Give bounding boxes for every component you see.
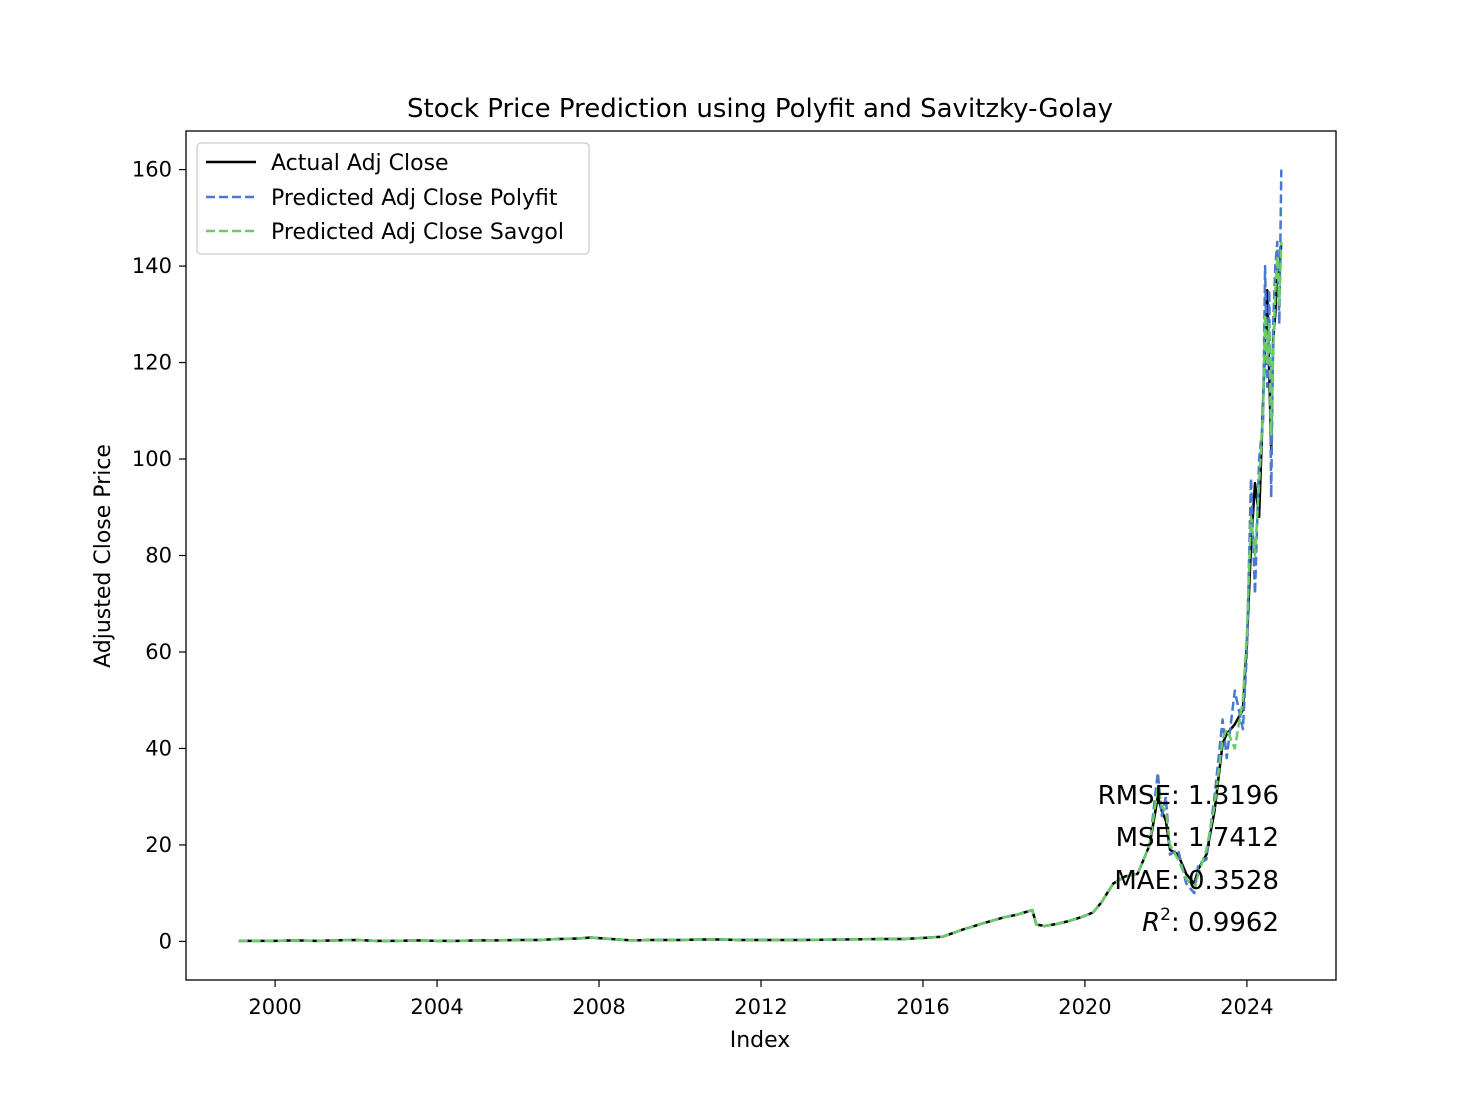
legend-label-polyfit: Predicted Adj Close Polyfit	[271, 186, 558, 211]
x-tick-label: 2012	[734, 995, 787, 1019]
y-tick-label: 140	[132, 254, 172, 278]
y-tick-label: 80	[145, 544, 172, 568]
x-tick-label: 2004	[410, 995, 463, 1019]
r2-text: R2: 0.9962	[1142, 905, 1279, 938]
r2-exponent: 2	[1160, 905, 1171, 925]
y-tick-label: 0	[159, 929, 172, 953]
series-line-savgol	[238, 241, 1283, 943]
y-tick-label: 120	[132, 351, 172, 375]
legend-box	[196, 142, 590, 255]
y-tick-label: 160	[132, 158, 172, 182]
mse-text: MSE: 1.7412	[1116, 823, 1279, 853]
chart-title: Stock Price Prediction using Polyfit and…	[407, 94, 1113, 124]
plot-frame	[185, 130, 1337, 981]
y-tick-label: 60	[145, 640, 172, 664]
y-tick-label: 20	[145, 833, 172, 857]
y-axis-label: Adjusted Close Price	[91, 444, 116, 668]
legend: Actual Adj Close Predicted Adj Close Pol…	[196, 142, 590, 255]
y-tick-label: 100	[132, 447, 172, 471]
legend-label-savgol: Predicted Adj Close Savgol	[271, 220, 564, 245]
y-tick-label: 40	[145, 736, 172, 760]
metrics-annotation: RMSE: 1.3196 MSE: 1.7412 MAE: 0.3528 R2:…	[1098, 781, 1279, 938]
r2-value: : 0.9962	[1171, 908, 1279, 938]
legend-label-actual: Actual Adj Close	[271, 151, 449, 176]
mae-text: MAE: 0.3528	[1114, 866, 1279, 896]
x-tick-label: 2000	[248, 995, 301, 1019]
x-tick-label: 2024	[1220, 995, 1273, 1019]
x-tick-label: 2016	[896, 995, 949, 1019]
rmse-text: RMSE: 1.3196	[1098, 781, 1279, 811]
x-tick-label: 2020	[1058, 995, 1111, 1019]
axis-ticks: 2000 2004 2008 2012 2016 2020 2024 0 20 40 60 80 100…	[132, 158, 1274, 1019]
series-layer	[238, 169, 1283, 943]
r2-symbol: R	[1142, 908, 1160, 938]
x-tick-label: 2008	[572, 995, 625, 1019]
x-axis-label: Index	[730, 1028, 791, 1053]
